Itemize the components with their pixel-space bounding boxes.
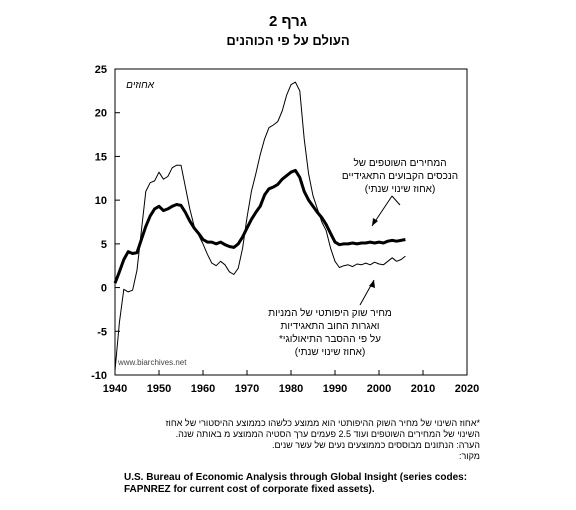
source-line-2: FAPNREZ for current cost of corporate fi…	[124, 484, 375, 495]
x-tick-label: 1970	[235, 383, 259, 395]
footnote-line-2: השינוי של המחירים השוטפים ועוד 2.5 פעמים…	[175, 429, 480, 439]
series-line-thick	[113, 168, 406, 284]
source-line-1: U.S. Bureau of Economic Analysis through…	[124, 472, 468, 483]
thin-series-label: על פי ההסבר התיאולוגי*	[279, 333, 381, 345]
thin-series-label: (אחוז שינוי שנתי)	[295, 347, 366, 358]
annotation-layer: המחירים השוטפים של הנכסים הקבועים התאגידי…	[268, 157, 458, 358]
y-tick-label: -10	[91, 370, 107, 382]
footnote-line-3: הערה: הנתונים מבוססים כממוצעים נעים של ע…	[271, 440, 480, 450]
footnotes: *אחוז השינוי של מחיר השוק ההיפותטי הוא מ…	[120, 418, 480, 462]
y-tick-label: -5	[97, 326, 107, 338]
y-tick-label: 20	[95, 108, 107, 120]
thin-arrow-head	[369, 280, 375, 288]
x-tick-label: 2020	[455, 383, 479, 395]
x-tick-label: 2010	[411, 383, 435, 395]
y-tick-label: 25	[95, 64, 107, 76]
x-tick-label: 1950	[147, 383, 171, 395]
thick-series-label: הנכסים הקבועים התאגידיים	[342, 171, 458, 182]
y-tick-label: 10	[95, 195, 107, 207]
y-tick-label: 15	[95, 151, 107, 163]
thin-series-label: מחיר שוק היפותטי של המניות	[268, 307, 392, 319]
x-tick-label: 1960	[191, 383, 215, 395]
x-tick-label: 1990	[323, 383, 347, 395]
chart-subtitle: העולם על פי הכוהנים	[226, 33, 350, 48]
thick-arrow-head	[372, 218, 378, 226]
x-tick-label: 1980	[279, 383, 303, 395]
thick-series-label: המחירים השוטפים של	[353, 157, 446, 169]
y-unit-label: אחוזים	[126, 80, 155, 91]
graph-number: גרף 2	[268, 13, 307, 30]
series-line-thin	[114, 81, 406, 371]
footnote-line-4: מקור:	[458, 451, 480, 461]
y-tick-label: 0	[101, 283, 107, 295]
axes: -10 -5 0 5 10 15 20 25 1940 1950 1960 1970 1980 1990 2…	[91, 64, 479, 395]
x-tick-label: 2000	[367, 383, 391, 395]
source-citation: U.S. Bureau of Economic Analysis through…	[124, 472, 484, 496]
thin-series-label: ואגרות החוב התאגידיות	[280, 321, 379, 332]
y-tick-label: 5	[101, 239, 107, 251]
x-tick-label: 1940	[103, 383, 127, 395]
thick-series-label: (אחוז שינוי שנתי)	[365, 184, 436, 195]
chart-svg: -10 -5 0 5 10 15 20 25 1940 1950 1960 1970 1980 1990 2…	[91, 64, 479, 395]
watermark: www.biarchives.net	[117, 358, 187, 367]
thick-arrow-line	[391, 195, 401, 206]
series-layer	[113, 81, 406, 371]
footnote-line-1: *אחוז השינוי של מחיר השוק ההיפותטי הוא מ…	[165, 418, 480, 428]
chart-title-block: גרף 2 העולם על פי הכוהנים	[0, 12, 576, 50]
